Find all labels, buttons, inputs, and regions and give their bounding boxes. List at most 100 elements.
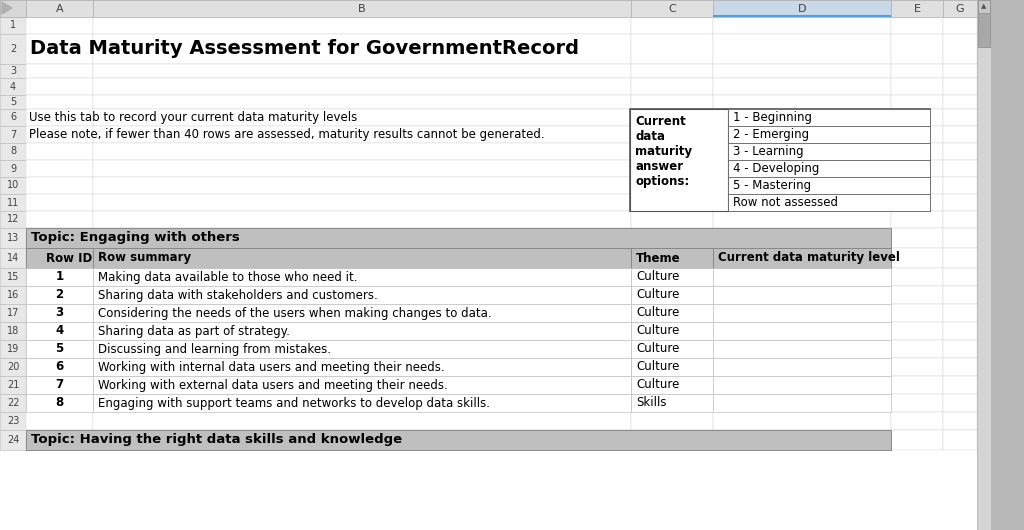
Bar: [713, 194, 891, 211]
Bar: [26, 177, 93, 194]
Text: 23: 23: [7, 416, 19, 426]
Bar: [26, 322, 93, 340]
Bar: [943, 248, 977, 268]
Bar: [943, 430, 977, 450]
Text: E: E: [913, 4, 921, 13]
Text: 12: 12: [7, 215, 19, 225]
Bar: [891, 412, 943, 430]
Text: Culture: Culture: [636, 342, 679, 356]
Bar: [943, 0, 977, 17]
Bar: [713, 358, 891, 376]
Bar: [977, 0, 1024, 530]
Bar: [713, 15, 891, 17]
Bar: [631, 194, 713, 211]
Bar: [728, 160, 930, 177]
Text: 1 - Beginning: 1 - Beginning: [733, 111, 812, 124]
Bar: [631, 268, 713, 286]
Bar: [631, 340, 713, 358]
Bar: [26, 17, 93, 34]
Bar: [0, 412, 26, 430]
Bar: [26, 268, 93, 286]
Text: 16: 16: [7, 290, 19, 300]
Text: 13: 13: [7, 233, 19, 243]
Bar: [891, 340, 943, 358]
Bar: [943, 34, 977, 64]
Bar: [891, 95, 943, 109]
Bar: [26, 376, 93, 394]
Text: 11: 11: [7, 198, 19, 208]
Bar: [631, 394, 713, 412]
Bar: [631, 126, 713, 143]
Bar: [0, 394, 26, 412]
Bar: [713, 340, 891, 358]
Text: 9: 9: [10, 163, 16, 173]
Bar: [93, 248, 631, 268]
Bar: [943, 64, 977, 78]
Bar: [93, 78, 631, 95]
Bar: [891, 211, 943, 228]
Bar: [631, 358, 713, 376]
Text: Culture: Culture: [636, 360, 679, 374]
Bar: [26, 160, 93, 177]
Bar: [0, 126, 26, 143]
Bar: [631, 340, 713, 358]
Bar: [713, 304, 891, 322]
Bar: [713, 143, 891, 160]
Text: 3: 3: [10, 66, 16, 76]
Bar: [891, 228, 943, 248]
Bar: [713, 340, 891, 358]
Bar: [713, 376, 891, 394]
Bar: [26, 286, 93, 304]
Bar: [0, 95, 26, 109]
Bar: [631, 376, 713, 394]
Bar: [891, 268, 943, 286]
Text: 3: 3: [55, 306, 63, 320]
Bar: [891, 358, 943, 376]
Text: 19: 19: [7, 344, 19, 354]
Bar: [943, 109, 977, 126]
Bar: [0, 0, 977, 17]
Bar: [631, 394, 713, 412]
Bar: [943, 268, 977, 286]
Bar: [631, 304, 713, 322]
Polygon shape: [2, 2, 12, 14]
Bar: [93, 177, 631, 194]
Bar: [891, 0, 943, 17]
Bar: [713, 64, 891, 78]
Bar: [943, 228, 977, 248]
Bar: [713, 286, 891, 304]
Bar: [891, 34, 943, 64]
Bar: [891, 126, 943, 143]
Text: 18: 18: [7, 326, 19, 336]
Text: 15: 15: [7, 272, 19, 282]
Bar: [26, 394, 93, 412]
Bar: [943, 304, 977, 322]
Text: Theme: Theme: [636, 252, 681, 264]
Bar: [93, 211, 631, 228]
Bar: [631, 376, 713, 394]
Bar: [713, 160, 891, 177]
Bar: [728, 177, 930, 194]
Bar: [713, 177, 891, 194]
Text: Considering the needs of the users when making changes to data.: Considering the needs of the users when …: [98, 306, 492, 320]
Bar: [891, 64, 943, 78]
Bar: [978, 2, 990, 47]
Text: Data Maturity Assessment for GovernmentRecord: Data Maturity Assessment for GovernmentR…: [30, 40, 579, 58]
Bar: [631, 177, 713, 194]
Bar: [943, 394, 977, 412]
Bar: [0, 17, 26, 34]
Bar: [943, 358, 977, 376]
Text: Culture: Culture: [636, 270, 679, 284]
Bar: [93, 340, 631, 358]
Text: 5 - Mastering: 5 - Mastering: [733, 179, 811, 192]
Bar: [26, 95, 93, 109]
Bar: [93, 394, 631, 412]
Bar: [0, 322, 26, 340]
Text: Culture: Culture: [636, 378, 679, 392]
Text: Please note, if fewer than 40 rows are assessed, maturity results cannot be gene: Please note, if fewer than 40 rows are a…: [29, 128, 545, 141]
Text: Culture: Culture: [636, 324, 679, 338]
Bar: [713, 34, 891, 64]
Text: 1: 1: [10, 21, 16, 31]
Text: 2: 2: [10, 44, 16, 54]
Text: Working with internal data users and meeting their needs.: Working with internal data users and mee…: [98, 360, 444, 374]
